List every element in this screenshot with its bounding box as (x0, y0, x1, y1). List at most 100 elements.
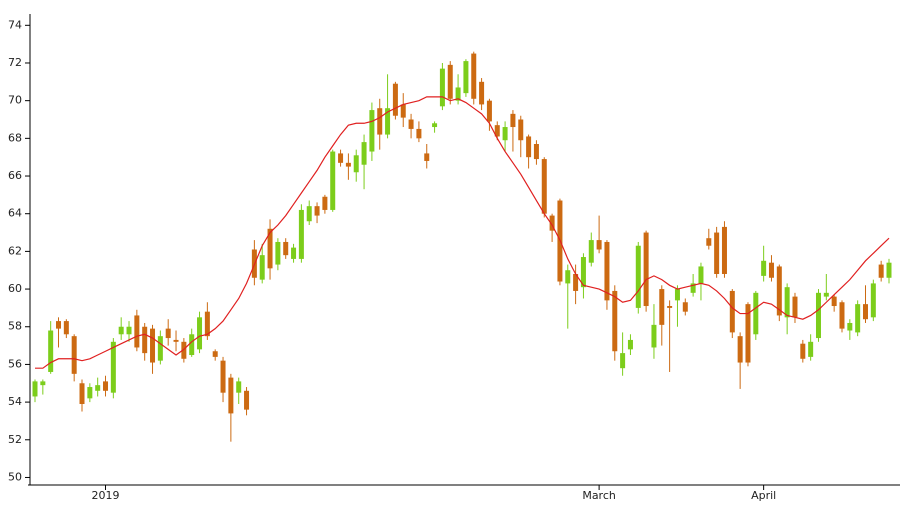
y-tick-label: 72 (8, 56, 22, 69)
candle-body (479, 81, 485, 105)
candle-body (753, 292, 759, 335)
candle-body (698, 266, 704, 284)
candle-body (298, 209, 304, 259)
candle-body (808, 341, 814, 357)
candle-body (604, 241, 610, 301)
candle-body (612, 290, 618, 352)
candle-body (134, 315, 140, 348)
candle-body (870, 283, 876, 318)
candle-body (181, 341, 187, 359)
candle-body (416, 128, 422, 139)
y-tick-label: 64 (8, 207, 22, 220)
candle-body (118, 326, 124, 335)
candle-body (87, 387, 93, 399)
candle-body (862, 304, 868, 320)
candle-body (635, 245, 641, 308)
candle-body (408, 119, 414, 129)
candle-body (643, 232, 649, 307)
moving-average-line (35, 96, 890, 369)
candle-body (150, 328, 156, 363)
candle-body (79, 383, 85, 404)
candle-body (267, 228, 273, 269)
candle-body (236, 381, 242, 393)
candle-body (737, 336, 743, 363)
candle-body (596, 240, 602, 250)
candle-body (776, 266, 782, 316)
candle-body (197, 317, 203, 350)
candle-body (165, 328, 171, 339)
candle-body (392, 83, 398, 116)
candle-body (283, 241, 289, 256)
candle-body (463, 61, 469, 94)
candle-body (729, 290, 735, 333)
candle-body (674, 289, 680, 301)
candle-body (244, 390, 250, 410)
candle-body (40, 381, 46, 386)
candle-body (667, 306, 673, 308)
candle-body (32, 381, 38, 397)
candle-body (526, 136, 532, 158)
candle-body (721, 226, 727, 274)
candle-body (549, 215, 555, 231)
candle-body (228, 377, 234, 414)
candle-body (220, 360, 226, 393)
candle-body (541, 159, 547, 214)
candle-body (855, 304, 861, 333)
candle-body (439, 68, 445, 107)
candle-body (353, 155, 359, 173)
candle-body (330, 151, 336, 210)
candle-body (400, 104, 406, 118)
candle-body (510, 113, 516, 128)
candle-body (432, 123, 438, 128)
candle-body (533, 143, 539, 160)
candle-body (627, 339, 633, 350)
candle-body (173, 339, 179, 342)
y-tick-label: 56 (8, 357, 22, 370)
candle-body (831, 296, 837, 307)
candle-body (494, 125, 500, 137)
y-tick-label: 50 (8, 470, 22, 483)
candle-body (291, 247, 297, 259)
y-tick-label: 54 (8, 395, 22, 408)
candle-body (580, 257, 586, 288)
candle-body (471, 53, 477, 99)
candle-body (377, 108, 383, 135)
candle-body (48, 330, 54, 372)
candle-body (839, 302, 845, 329)
candle-body (126, 326, 132, 335)
x-tick-label: 2019 (92, 489, 120, 502)
x-tick-label: April (751, 489, 776, 502)
candle-body (314, 206, 320, 216)
candle-body (71, 336, 77, 374)
y-tick-label: 52 (8, 433, 22, 446)
candle-body (784, 287, 790, 318)
candle-body (690, 283, 696, 293)
y-tick-label: 60 (8, 282, 22, 295)
candle-body (761, 260, 767, 276)
candle-body (306, 206, 312, 222)
candle-body (800, 343, 806, 359)
candle-body (385, 108, 391, 135)
candle-body (63, 321, 69, 335)
candle-body (259, 255, 265, 280)
candle-body (424, 153, 430, 161)
y-tick-label: 62 (8, 244, 22, 257)
candle-body (768, 262, 774, 278)
candle-body (823, 292, 829, 297)
candle-body (847, 322, 853, 331)
candle-body (157, 336, 163, 361)
candle-body (878, 264, 884, 278)
candle-body (886, 262, 892, 278)
candle-body (369, 110, 375, 152)
candle-body (110, 341, 116, 393)
candle-body (486, 100, 492, 122)
candle-body (565, 270, 571, 284)
x-tick-label: March (582, 489, 616, 502)
y-tick-label: 74 (8, 18, 22, 31)
candle-body (815, 292, 821, 339)
candle-body (56, 321, 62, 329)
candle-body (275, 241, 281, 265)
candle-body (651, 324, 657, 348)
candle-body (659, 289, 665, 325)
